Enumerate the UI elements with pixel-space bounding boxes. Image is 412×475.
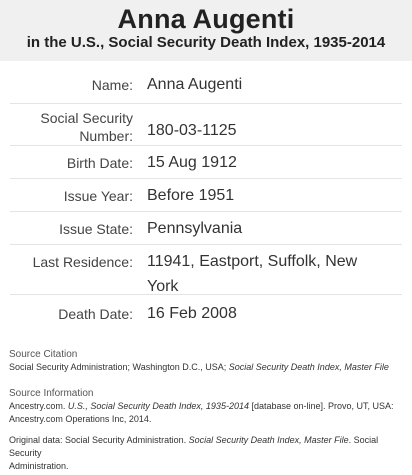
source-info-part3: [database on-line]. Provo, UT, USA: [248,401,394,411]
last-residence-label: Last Residence: [32,254,133,270]
original-data-line2: Administration. [9,461,69,471]
name-value: Anna Augenti [147,76,243,93]
last-residence-value: 11941, Eastport, Suffolk, New York [147,249,397,299]
birth-date-value: 15 Aug 1912 [147,154,237,171]
ssn-label: Social Security Number: [3,109,133,145]
original-data: Original data: Social Security Administr… [9,434,407,473]
source-citation-italic: Social Security Death Index, Master File [228,362,389,372]
issue-state-value: Pennsylvania [147,220,243,237]
original-data-text: Original data: Social Security Administr… [9,434,407,460]
ssn-row: Social Security Number: 180-03-1125 [0,104,412,152]
page-title: Anna Augenti [117,4,295,34]
source-citation-text: Social Security Administration; Washingt… [9,361,407,374]
row-divider [10,145,402,146]
ssn-value: 180-03-1125 [147,122,237,139]
birth-date-row: Birth Date: 15 Aug 1912 [0,146,412,179]
source-info-italic: U.S., Social Security Death Index, 1935-… [67,401,249,411]
record-header: Anna Augenti in the U.S., Social Securit… [0,0,412,61]
issue-year-row: Issue Year: Before 1951 [0,179,412,212]
source-information: Source Information Ancestry.com. U.S., S… [9,387,407,426]
last-residence-row: Last Residence: 11941, Eastport, Suffolk… [0,245,412,303]
last-residence-line2: York [147,278,179,295]
source-information-line2: Ancestry.com Operations Inc, 2014. [9,414,152,424]
death-date-row: Death Date: 16 Feb 2008 [0,295,412,328]
death-date-value: 16 Feb 2008 [147,305,237,322]
source-citation: Source Citation Social Security Administ… [9,348,407,374]
issue-state-label: Issue State: [59,221,133,237]
original-data-part1: Original data: Social Security Administr… [9,435,189,445]
last-residence-line1: 11941, Eastport, Suffolk, New [147,253,358,270]
collection-subtitle: in the U.S., Social Security Death Index… [26,34,386,51]
row-divider [10,244,402,245]
row-divider [10,103,402,104]
original-data-italic: Social Security Death Index, Master File [188,435,349,445]
ssn-label-line2: Number: [79,128,133,144]
row-divider [10,211,402,212]
source-citation-plain: Social Security Administration; Washingt… [9,362,229,372]
original-data-part3: . Social Security [9,435,379,458]
name-label: Name: [91,77,133,93]
issue-state-row: Issue State: Pennsylvania [0,212,412,245]
birth-date-label: Birth Date: [66,155,133,171]
death-date-label: Death Date: [58,306,133,322]
issue-year-value: Before 1951 [147,187,235,204]
issue-year-label: Issue Year: [63,188,133,204]
row-divider [10,178,402,179]
row-divider [10,294,402,295]
source-citation-heading: Source Citation [9,349,78,360]
source-information-text: Ancestry.com. U.S., Social Security Deat… [9,400,407,413]
source-information-heading: Source Information [9,388,94,399]
ssn-label-line1: Social Security [40,110,133,126]
name-row: Name: Anna Augenti [0,69,412,106]
source-info-part1: Ancestry.com. [9,401,68,411]
